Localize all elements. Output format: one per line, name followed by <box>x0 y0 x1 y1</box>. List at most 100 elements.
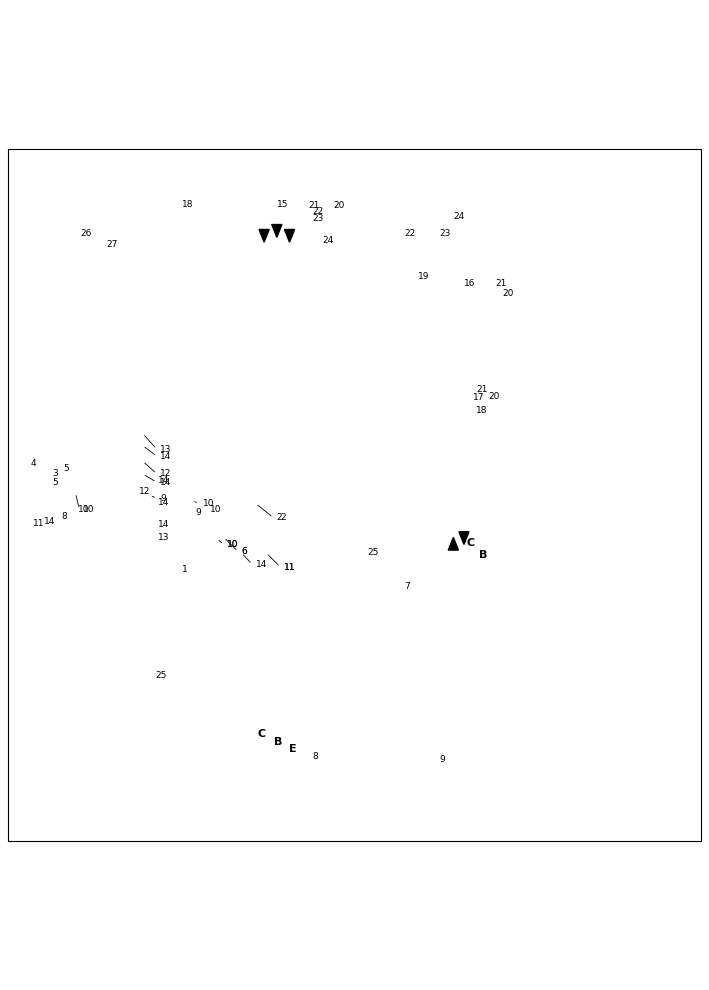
Text: 8: 8 <box>312 751 318 760</box>
Polygon shape <box>259 230 269 243</box>
Text: 13: 13 <box>158 533 169 542</box>
Text: C: C <box>467 538 475 548</box>
Bar <box>31 476 65 504</box>
Circle shape <box>413 198 424 210</box>
Text: 14: 14 <box>44 517 55 526</box>
Bar <box>497 199 508 205</box>
Bar <box>136 446 142 461</box>
Bar <box>287 194 296 203</box>
Text: 2: 2 <box>277 513 282 522</box>
Text: 21: 21 <box>308 201 320 210</box>
Bar <box>104 532 157 560</box>
Bar <box>457 385 468 390</box>
Text: D40AF Serial No. 2201～～）: D40AF Serial No. 2201～～） <box>276 213 433 226</box>
Text: （適用号機: （適用号機 <box>338 201 371 211</box>
Text: Detail E: Detail E <box>439 176 474 185</box>
Text: 18: 18 <box>182 200 193 209</box>
Polygon shape <box>448 538 459 550</box>
Bar <box>291 196 301 201</box>
Bar <box>106 389 115 395</box>
Circle shape <box>438 292 447 302</box>
Polygon shape <box>23 213 62 234</box>
Bar <box>106 543 154 567</box>
Text: Detail C: Detail C <box>65 171 101 180</box>
Bar <box>431 167 441 174</box>
Text: 14: 14 <box>158 476 169 485</box>
Text: 22: 22 <box>404 230 415 239</box>
Text: ハイドロリック  パイピング  タンク  ↔  ブレード  リフト  シリンダ: ハイドロリック パイピング タンク ↔ ブレード リフト シリンダ <box>236 159 473 172</box>
Text: 10: 10 <box>228 540 239 548</box>
Text: C: C <box>257 729 265 739</box>
Polygon shape <box>284 230 295 243</box>
Circle shape <box>438 267 447 277</box>
Circle shape <box>445 230 455 241</box>
Ellipse shape <box>18 218 27 240</box>
Text: 8: 8 <box>62 512 67 521</box>
Text: 10: 10 <box>228 540 239 548</box>
Text: 19: 19 <box>418 271 430 280</box>
Circle shape <box>256 196 267 208</box>
Bar <box>392 375 437 410</box>
Bar <box>229 193 268 233</box>
Text: 23: 23 <box>440 230 451 239</box>
Bar <box>72 196 104 216</box>
Text: 12: 12 <box>139 487 150 496</box>
Text: 14: 14 <box>158 498 169 507</box>
Bar <box>121 389 129 395</box>
Text: Detail A: Detail A <box>119 298 155 308</box>
Text: 20: 20 <box>503 289 514 298</box>
Bar <box>492 267 506 276</box>
Bar <box>136 459 142 474</box>
Bar <box>492 296 506 304</box>
Text: 2: 2 <box>280 513 286 522</box>
Bar <box>493 216 503 224</box>
Bar <box>43 449 58 456</box>
Text: 11: 11 <box>284 562 296 571</box>
Text: 10: 10 <box>203 499 214 508</box>
Text: 5: 5 <box>52 478 58 487</box>
Text: 12: 12 <box>160 469 172 478</box>
Polygon shape <box>401 191 471 247</box>
Circle shape <box>438 279 447 289</box>
Bar <box>493 198 503 206</box>
Text: 20: 20 <box>489 392 500 401</box>
Bar <box>446 245 474 262</box>
Text: 9: 9 <box>440 755 445 764</box>
Polygon shape <box>272 225 282 238</box>
Text: 7: 7 <box>404 582 410 591</box>
Bar <box>497 235 508 240</box>
Bar <box>93 482 164 531</box>
Text: 24: 24 <box>453 212 464 221</box>
Text: 27: 27 <box>106 240 117 248</box>
Polygon shape <box>386 254 432 308</box>
Polygon shape <box>459 532 469 544</box>
Circle shape <box>445 198 455 210</box>
Bar <box>136 433 142 446</box>
Bar <box>111 393 146 407</box>
Text: 21: 21 <box>496 278 507 288</box>
Bar <box>457 362 469 369</box>
Text: C 断面: C 断面 <box>72 165 93 174</box>
Circle shape <box>76 203 83 210</box>
Text: B: B <box>274 738 282 747</box>
Text: 6: 6 <box>242 547 247 556</box>
Bar <box>93 425 164 481</box>
Text: 11: 11 <box>33 519 45 528</box>
Polygon shape <box>55 315 83 340</box>
Bar <box>96 428 160 477</box>
Text: 14: 14 <box>160 451 172 460</box>
Text: 14: 14 <box>256 559 267 568</box>
Circle shape <box>89 203 96 210</box>
Text: 16: 16 <box>464 278 476 288</box>
Text: E: E <box>289 744 296 754</box>
Bar <box>135 389 143 395</box>
Text: Detail D: Detail D <box>243 176 279 185</box>
Text: 10: 10 <box>210 505 221 514</box>
Text: 13: 13 <box>160 445 172 453</box>
Text: D 断面: D 断面 <box>251 168 272 178</box>
Text: 1: 1 <box>182 564 187 573</box>
Bar <box>497 217 508 223</box>
Circle shape <box>461 267 471 277</box>
Circle shape <box>230 218 242 229</box>
Text: 14: 14 <box>158 520 169 530</box>
